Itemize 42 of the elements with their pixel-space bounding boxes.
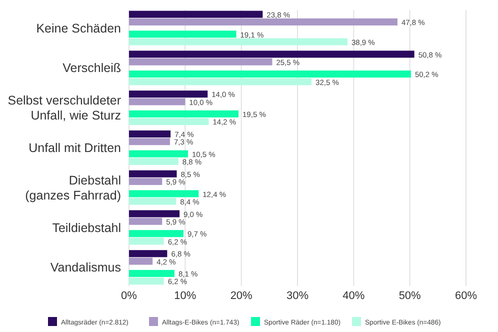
bar bbox=[129, 158, 178, 165]
bar bbox=[129, 230, 184, 238]
bar bbox=[129, 78, 312, 86]
bar bbox=[129, 218, 162, 225]
bar bbox=[129, 210, 180, 218]
y-tick-label: Keine Schäden bbox=[36, 21, 122, 36]
bar bbox=[129, 178, 162, 185]
bar bbox=[129, 90, 208, 98]
x-tick-label: 40% bbox=[342, 290, 365, 302]
y-tick-label: Teildiebstahl bbox=[52, 220, 121, 235]
bar bbox=[129, 130, 171, 138]
x-tick-label: 10% bbox=[174, 290, 196, 302]
bar bbox=[129, 38, 348, 46]
bar bbox=[129, 18, 398, 26]
bar bbox=[129, 250, 168, 258]
x-tick-label: 0% bbox=[121, 290, 138, 302]
bar bbox=[129, 50, 414, 58]
bar bbox=[129, 30, 236, 38]
bar bbox=[129, 58, 272, 66]
bar bbox=[129, 150, 188, 158]
bar bbox=[129, 118, 209, 126]
bar bbox=[129, 110, 239, 118]
y-tick-label: Vandalismus bbox=[50, 260, 121, 275]
x-tick-label: 20% bbox=[230, 290, 253, 302]
bar bbox=[129, 198, 176, 205]
y-tick-label: Verschleiß bbox=[62, 61, 122, 76]
bar bbox=[129, 278, 164, 285]
x-tick-label: 30% bbox=[286, 290, 309, 302]
bar bbox=[129, 190, 199, 198]
bar bbox=[129, 98, 186, 106]
bar bbox=[129, 70, 411, 78]
y-tick-label: Diebstahl (ganzes Fahrrad) bbox=[25, 173, 121, 202]
bar bbox=[129, 170, 177, 178]
y-tick-label: Selbst verschuldeter Unfall, wie Sturz bbox=[8, 94, 121, 123]
y-tick-label: Unfall mit Dritten bbox=[28, 141, 122, 155]
bar bbox=[129, 10, 263, 18]
bar bbox=[129, 238, 164, 245]
bar bbox=[129, 270, 174, 277]
x-tick-label: 50% bbox=[398, 290, 422, 302]
x-tick-label: 60% bbox=[454, 290, 478, 302]
bar bbox=[129, 258, 153, 265]
bar bbox=[129, 138, 170, 146]
